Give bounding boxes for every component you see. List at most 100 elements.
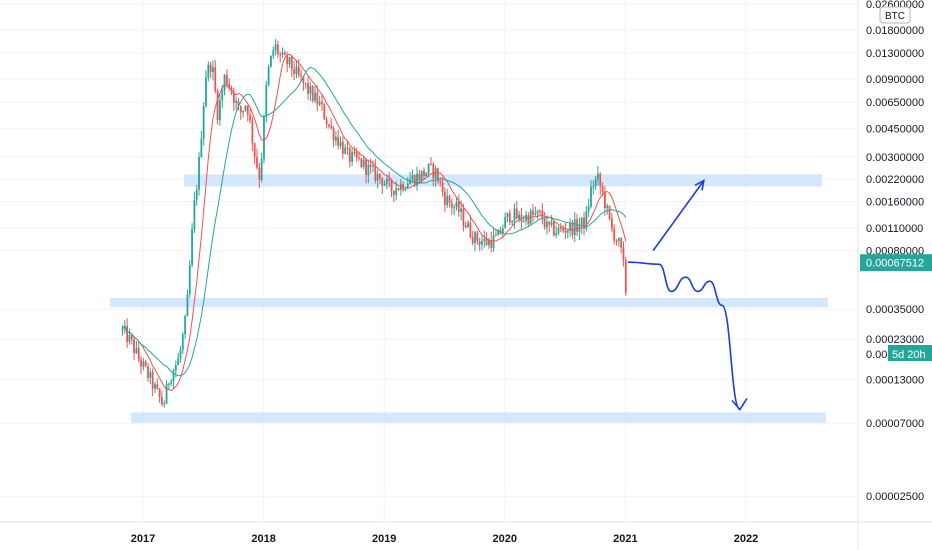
candle <box>620 237 623 254</box>
candle <box>409 171 411 185</box>
candle <box>209 62 212 78</box>
candle <box>216 88 219 125</box>
candle <box>332 126 335 148</box>
candle <box>279 51 282 63</box>
candle <box>515 201 518 220</box>
candle <box>256 148 258 170</box>
candle <box>179 345 182 363</box>
candle <box>476 230 479 245</box>
candle <box>562 225 565 234</box>
candle <box>235 96 238 110</box>
y-tick-label: 0.00220000 <box>866 174 924 186</box>
candle <box>585 205 588 232</box>
candle <box>242 110 244 118</box>
candle <box>323 103 326 120</box>
candle <box>379 173 381 185</box>
candle <box>492 228 495 252</box>
candle <box>474 230 476 252</box>
candle <box>274 39 277 56</box>
candle <box>258 162 261 189</box>
last-price-badge: 0.00067512 <box>860 254 932 272</box>
candle <box>416 166 418 191</box>
price-axis[interactable]: 0.02600000 0.01800000 0.01300000 0.00900000… <box>857 0 924 550</box>
price-zone <box>184 174 822 187</box>
candle <box>615 239 618 246</box>
candle <box>181 331 184 354</box>
y-tick-label: 0.00450000 <box>866 123 924 135</box>
candle <box>522 215 525 224</box>
candle <box>425 172 428 177</box>
grid-lines <box>0 0 858 522</box>
candle <box>244 105 247 112</box>
time-axis[interactable]: 2017 2018 2019 2020 2021 2022 <box>0 521 932 545</box>
y-tick-label: 0.00035000 <box>866 304 924 316</box>
symbol-badge[interactable]: BTC <box>879 6 911 24</box>
candle <box>613 224 616 245</box>
candle <box>316 85 319 112</box>
candle <box>170 378 173 387</box>
candle <box>137 341 140 363</box>
candle <box>457 194 460 217</box>
candle <box>288 56 291 68</box>
candle <box>569 218 572 237</box>
candle <box>272 46 275 59</box>
candle <box>295 59 298 78</box>
candle <box>555 225 558 239</box>
price-zone <box>110 298 828 308</box>
candle <box>469 215 472 239</box>
candle <box>339 136 342 149</box>
candle <box>536 209 539 220</box>
candle <box>188 259 191 298</box>
candle <box>548 221 551 233</box>
y-tick-label: 0.00002500 <box>866 491 924 503</box>
candle <box>606 203 609 215</box>
candle <box>133 337 135 360</box>
candle <box>151 368 154 397</box>
symbol-label: BTC <box>885 11 905 22</box>
candle <box>434 165 437 187</box>
candle <box>297 58 300 78</box>
candle <box>321 94 323 111</box>
candle <box>462 203 465 232</box>
candle <box>365 158 367 184</box>
candle <box>453 203 456 215</box>
candle <box>165 380 168 404</box>
candle <box>186 289 189 317</box>
candle <box>351 148 354 166</box>
candle <box>219 94 221 126</box>
candle <box>344 144 347 155</box>
candle <box>511 219 514 226</box>
candle <box>622 241 625 267</box>
candle <box>397 187 400 191</box>
candle <box>311 85 314 103</box>
x-tick-label: 2017 <box>131 533 155 545</box>
candle <box>546 215 548 235</box>
candle <box>557 226 560 236</box>
projection-down-path <box>627 261 741 411</box>
y-tick-label: 0.01300000 <box>866 48 924 60</box>
y-tick-label: 0.01800000 <box>866 25 924 37</box>
countdown-prefix: 0.00 <box>866 349 887 361</box>
candle <box>325 116 328 129</box>
candle <box>534 206 537 217</box>
candle <box>184 314 187 339</box>
candle <box>388 171 391 188</box>
candle <box>564 222 567 239</box>
candle <box>455 197 458 211</box>
candle <box>239 105 242 120</box>
candle <box>592 180 595 195</box>
candle <box>172 368 175 389</box>
candle <box>494 230 497 237</box>
candle <box>212 60 214 81</box>
candle <box>597 166 599 186</box>
candle <box>450 198 453 215</box>
countdown-label: 5d 20h <box>892 349 926 361</box>
moving-average-fast <box>122 53 627 392</box>
candle <box>214 59 217 94</box>
candle <box>121 325 124 336</box>
candle <box>525 210 527 226</box>
candle <box>599 172 602 195</box>
candle <box>550 215 553 228</box>
candle <box>504 212 507 229</box>
candle <box>374 159 377 184</box>
